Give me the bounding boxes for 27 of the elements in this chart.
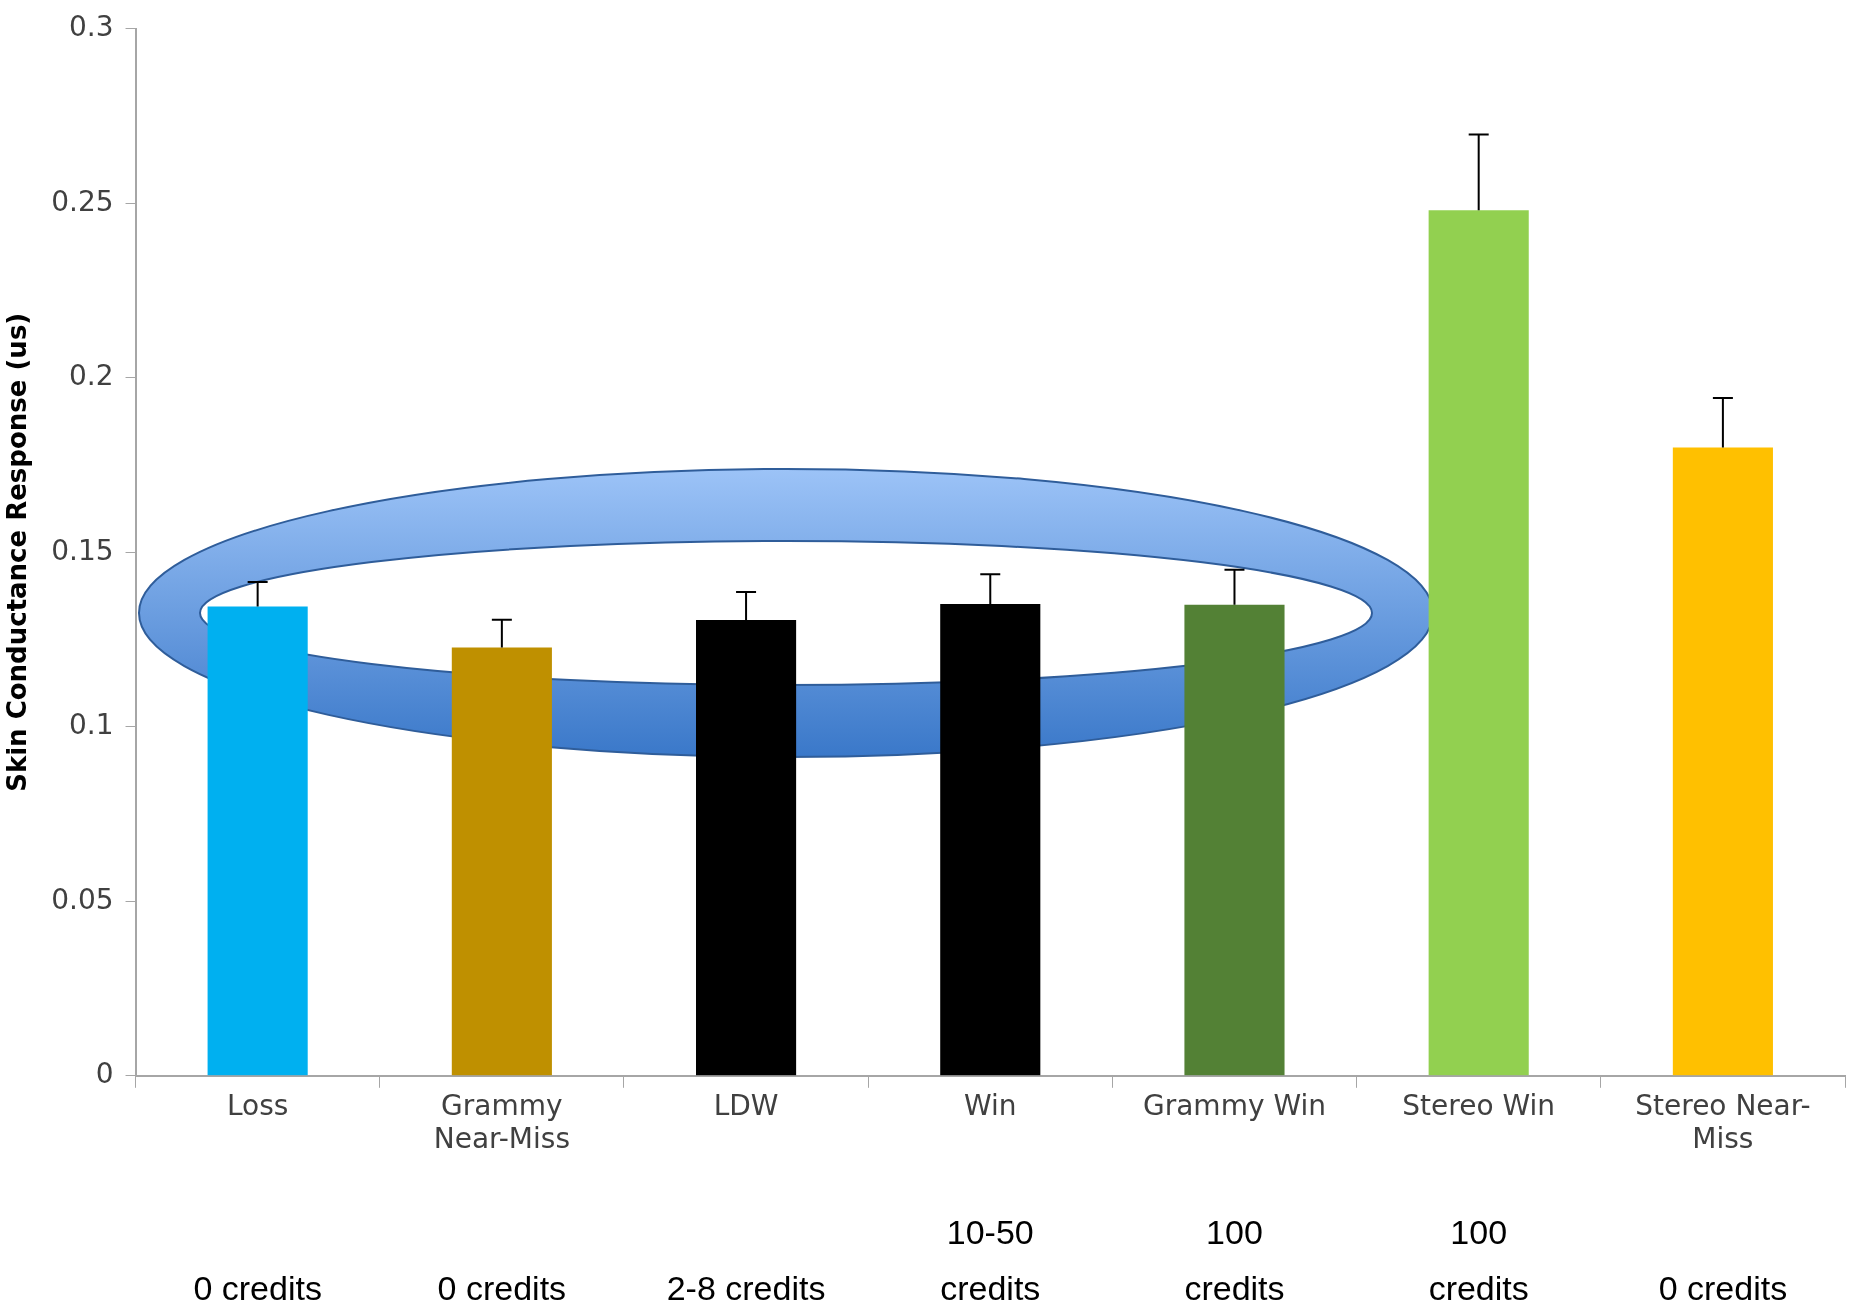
text: 0 credits	[1658, 1269, 1788, 1307]
text: 2-8 credits	[666, 1269, 826, 1307]
bar	[207, 606, 308, 1076]
y-tick-label: 0.2	[69, 359, 114, 393]
x-tick-label: LDW	[713, 1088, 779, 1122]
y-tick-label: 0.3	[69, 10, 114, 44]
text: 0 credits	[193, 1269, 322, 1307]
bar	[1672, 447, 1773, 1076]
y-tick-label: 0.15	[51, 533, 114, 567]
bar	[1428, 210, 1529, 1076]
x-tick-label: Loss	[226, 1088, 289, 1122]
text: 0 credits	[437, 1269, 567, 1307]
y-tick-label: 0.05	[51, 882, 114, 916]
bar	[1184, 604, 1285, 1076]
bar	[451, 647, 552, 1076]
text: 100 credits	[1428, 1213, 1529, 1307]
y-tick-label: 0	[95, 1057, 114, 1091]
text: 100 credits	[1184, 1213, 1285, 1307]
text: 10-50 credits	[940, 1213, 1041, 1307]
x-tick-label: Stereo Win	[1402, 1088, 1556, 1122]
x-tick-label: Grammy Near-Miss	[433, 1088, 570, 1156]
x-tick-label: Grammy Win	[1142, 1088, 1326, 1122]
x-tick-label: Win	[963, 1088, 1017, 1122]
y-tick-label: 0.1	[69, 708, 114, 742]
x-tick-label: Stereo Near-Miss	[1635, 1088, 1811, 1156]
y-axis-title: Skin Conductance Response (us)	[2, 312, 33, 792]
y-tick-label: 0.25	[51, 184, 114, 218]
